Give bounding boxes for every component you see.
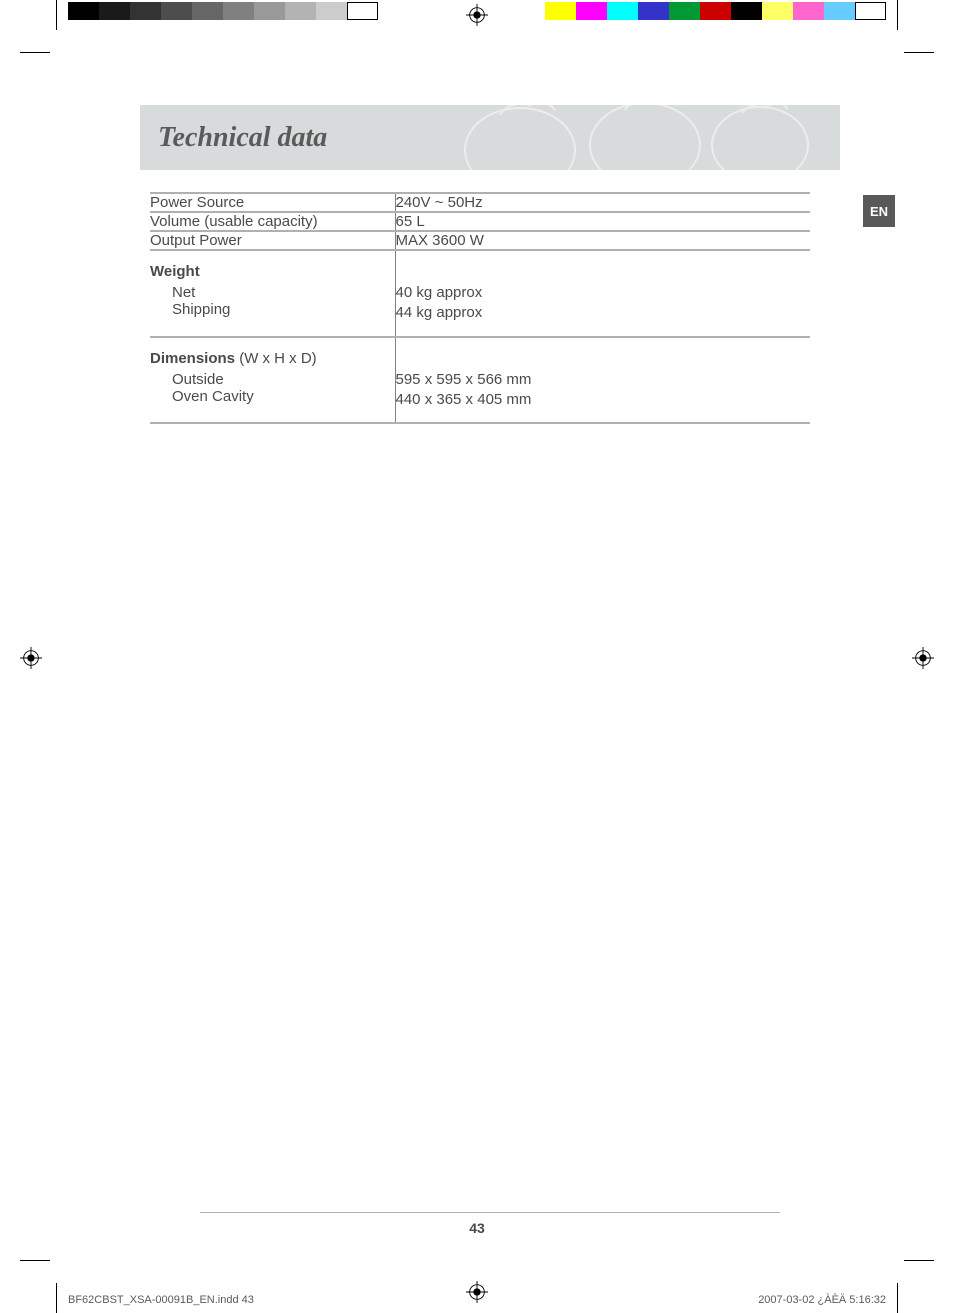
decorative-tomato-icon (410, 105, 810, 170)
section-title: Technical data (158, 122, 327, 154)
footer-timestamp: 2007-03-02 ¿ÀÈÄ 5:16:32 (758, 1294, 886, 1306)
crop-mark (904, 1260, 934, 1261)
table-row-dimensions: Dimensions (W x H x D) Outside Oven Cavi… (150, 337, 810, 424)
page-number-rule (200, 1212, 780, 1213)
crop-mark (20, 52, 50, 53)
printer-colorbar-gray (68, 2, 378, 20)
spec-heading: Dimensions (W x H x D) (150, 350, 395, 367)
spec-label: Power Source (150, 193, 395, 212)
crop-mark (20, 1260, 50, 1261)
crop-mark (897, 0, 898, 30)
table-row: Power Source 240V ~ 50Hz (150, 193, 810, 212)
table-row-weight: Weight Net Shipping 40 kg approx 44 kg a… (150, 250, 810, 337)
registration-mark-icon (912, 647, 934, 669)
printer-colorbar-color (545, 2, 886, 20)
crop-mark (897, 1283, 898, 1313)
spec-label: Output Power (150, 231, 395, 250)
footer-filename: BF62CBST_XSA-00091B_EN.indd 43 (68, 1294, 254, 1306)
registration-mark-icon (466, 4, 488, 26)
spec-value: 44 kg approx (396, 303, 811, 323)
spec-sublabel: Shipping (150, 301, 395, 318)
spec-value: 440 x 365 x 405 mm (396, 390, 811, 410)
spec-value: 40 kg approx (396, 283, 811, 303)
spec-label: Volume (usable capacity) (150, 212, 395, 231)
spec-sublabel: Oven Cavity (150, 388, 395, 405)
spec-value: 240V ~ 50Hz (395, 193, 810, 212)
spec-value: 65 L (395, 212, 810, 231)
page-content: Technical data Power Source 240V ~ 50Hz … (140, 105, 840, 424)
spec-value: 595 x 595 x 566 mm (396, 370, 811, 390)
crop-mark (904, 52, 934, 53)
section-title-bar: Technical data (140, 105, 840, 170)
crop-mark (56, 1283, 57, 1313)
spec-sublabel: Outside (150, 371, 395, 388)
spec-sublabel: Net (150, 284, 395, 301)
language-tab: EN (863, 195, 895, 227)
print-footer: BF62CBST_XSA-00091B_EN.indd 43 2007-03-0… (68, 1294, 886, 1306)
specifications-table: Power Source 240V ~ 50Hz Volume (usable … (150, 192, 810, 424)
table-row: Volume (usable capacity) 65 L (150, 212, 810, 231)
page-number: 43 (0, 1220, 954, 1236)
crop-mark (56, 0, 57, 30)
registration-mark-icon (20, 647, 42, 669)
table-row: Output Power MAX 3600 W (150, 231, 810, 250)
spec-heading: Weight (150, 263, 395, 280)
spec-value: MAX 3600 W (395, 231, 810, 250)
